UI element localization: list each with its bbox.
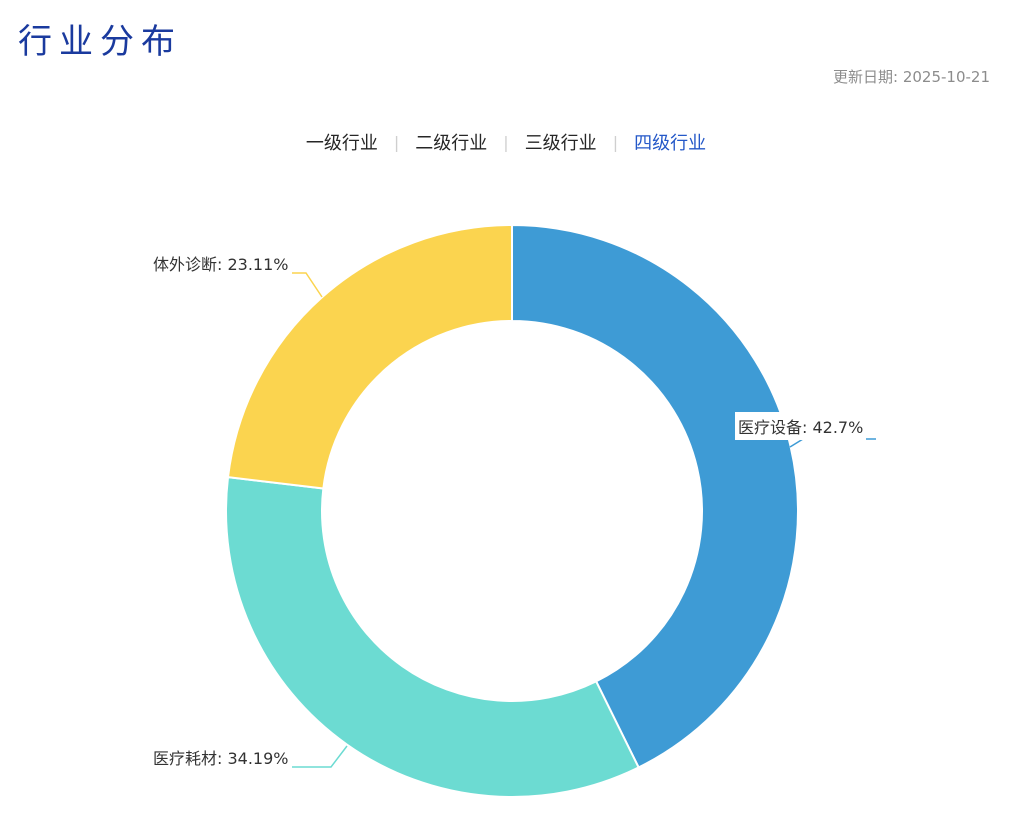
- pie-slice-medical-consumables[interactable]: [225, 476, 640, 798]
- tab-industry-level-2[interactable]: 二级行业: [415, 133, 488, 154]
- tab-separator: |: [612, 132, 619, 152]
- update-date: 更新日期: 2025-10-21: [833, 68, 990, 86]
- pie-label-medical-devices: 医疗设备: 42.7%: [735, 412, 867, 440]
- tab-separator: |: [393, 132, 400, 152]
- tab-industry-level-3[interactable]: 三级行业: [524, 133, 597, 154]
- pie-slice-ivd[interactable]: [226, 223, 513, 490]
- industry-level-tabs: 一级行业 | 二级行业 | 三级行业 | 四级行业: [0, 129, 1012, 155]
- tab-separator: |: [503, 132, 509, 152]
- pie-label-medical-consumables: 医疗耗材: 34.19%: [150, 743, 292, 771]
- tab-industry-level-1[interactable]: 一级行业: [305, 133, 378, 154]
- pie-label-line-medical-devices: [789, 438, 876, 448]
- tab-industry-level-4[interactable]: 四级行业: [634, 133, 707, 154]
- pie-label-ivd: 体外诊断: 23.11%: [150, 249, 292, 277]
- page-title: 行业分布: [18, 22, 182, 62]
- pie-slice-medical-devices[interactable]: [511, 223, 799, 769]
